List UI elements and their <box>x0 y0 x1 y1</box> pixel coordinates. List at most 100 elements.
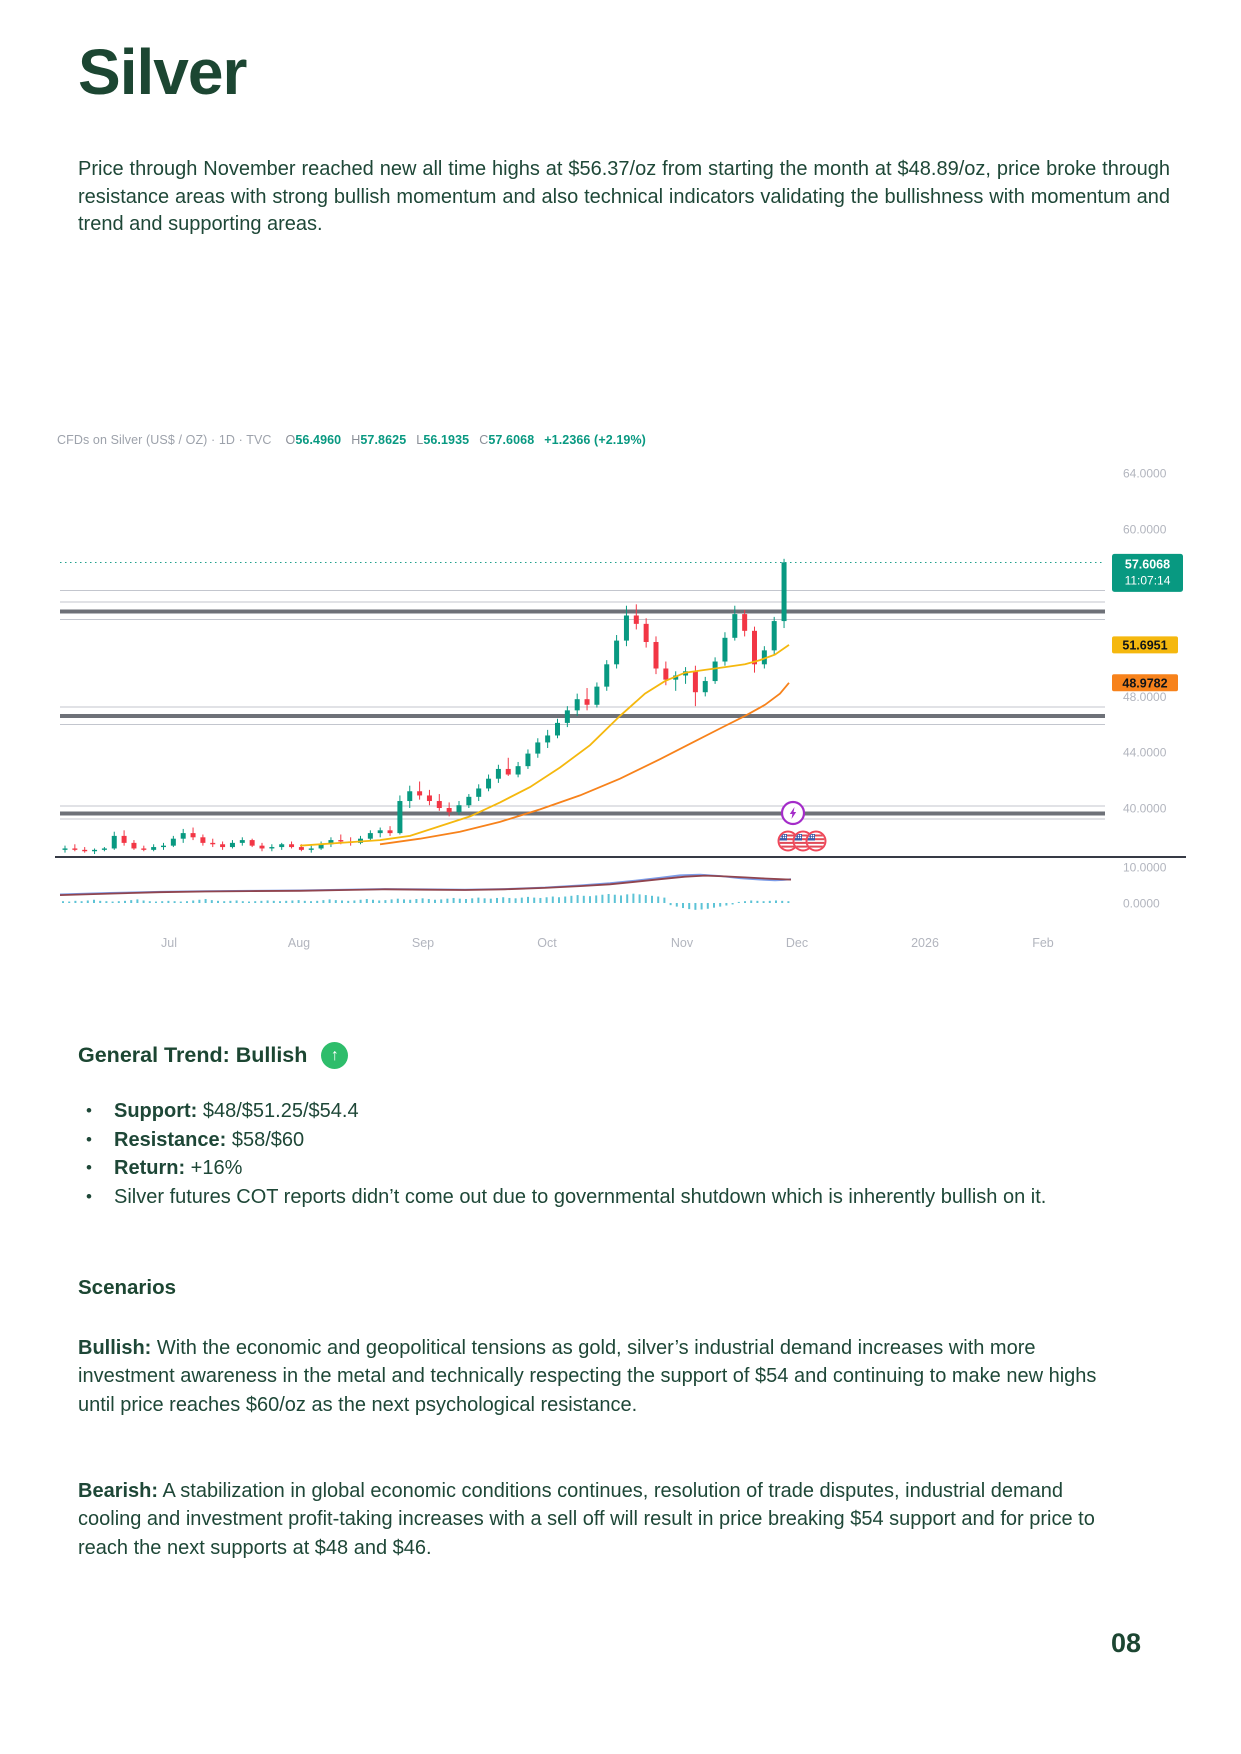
indicator-histogram-bar <box>93 899 95 903</box>
candle-body <box>535 742 541 754</box>
indicator-histogram-bar <box>694 903 697 910</box>
general-trend: General Trend: Bullish ↑ <box>78 1042 349 1069</box>
indicator-histogram-bar <box>235 900 238 903</box>
ma-slow-line <box>379 682 790 846</box>
indicator-histogram-bar <box>223 901 226 903</box>
list-item-support: Support: $48/$51.25/$54.4 <box>78 1097 1088 1126</box>
candle-body <box>545 735 551 743</box>
indicator-histogram-bar <box>291 900 294 903</box>
indicator-axis-label: 10.0000 <box>1123 861 1167 875</box>
candle-body <box>495 768 501 779</box>
price-axis-label: 64.0000 <box>1123 467 1167 481</box>
list-item-resistance: Resistance: $58/$60 <box>78 1126 1088 1155</box>
indicator-histogram-bar <box>787 901 790 903</box>
indicator-histogram-bar <box>105 901 108 903</box>
indicator-histogram-bar <box>582 895 585 903</box>
indicator-histogram-bar <box>192 900 195 903</box>
indicator-histogram-bar <box>458 898 461 903</box>
indicator-histogram-bar <box>737 901 740 903</box>
time-axis-label: Jul <box>161 936 177 950</box>
list-item-return: Return: +16% <box>78 1154 1088 1183</box>
indicator-histogram-bar <box>595 895 598 903</box>
candlestick-series <box>62 558 787 855</box>
indicator-histogram-bar <box>663 897 666 903</box>
indicator-histogram-bar <box>731 903 734 905</box>
indicator-histogram-bar <box>285 900 288 903</box>
candle-body <box>190 833 196 838</box>
resistance-value: $58/$60 <box>226 1128 305 1151</box>
candle-body <box>761 650 767 665</box>
indicator-histogram-bar <box>496 897 498 903</box>
chart-legend: CFDs on Silver (US$ / OZ) · 1D · TVC O56.… <box>57 433 646 447</box>
price-axis-label: 40.0000 <box>1123 802 1167 816</box>
indicator-histogram-bar <box>440 899 443 903</box>
indicator-histogram-bar <box>316 900 319 903</box>
chart-symbol-info[interactable]: CFDs on Silver (US$ / OZ) · 1D · TVC <box>57 433 272 447</box>
indicator-histogram-bar <box>142 900 145 903</box>
indicator-histogram-bar <box>359 899 362 903</box>
candle-body <box>781 562 787 622</box>
indicator-histogram-bar <box>68 901 71 903</box>
time-axis-label: Nov <box>671 936 694 950</box>
indicator-histogram-bar <box>626 894 629 903</box>
scenarios-heading: Scenarios <box>78 1276 176 1299</box>
candle-body <box>663 668 669 680</box>
indicator-histogram-bar <box>700 903 703 910</box>
indicator-histogram-bar <box>502 897 505 903</box>
intro-paragraph: Price through November reached new all t… <box>78 158 1170 235</box>
indicator-histogram-bar <box>644 895 647 903</box>
candle-body <box>121 835 127 843</box>
indicator-histogram-bar <box>489 898 492 903</box>
chart-canvas[interactable]: 64.0000 60.0000 48.0000 44.0000 40.0000 10.00… <box>55 425 1186 960</box>
indicator-histogram-bar <box>613 894 616 903</box>
general-trend-label: General Trend: Bullish <box>78 1043 308 1067</box>
indicator-histogram-bar <box>527 896 529 903</box>
indicator-histogram-bar <box>248 901 250 903</box>
candle-body <box>623 615 629 641</box>
indicator-histogram-bar <box>775 900 777 903</box>
return-value: +16% <box>185 1157 243 1180</box>
candle-body <box>486 778 492 789</box>
candle-body <box>239 840 245 843</box>
candle-body <box>564 710 570 723</box>
resistance-label: Resistance: <box>114 1128 227 1151</box>
indicator-histogram-bar <box>80 901 83 903</box>
indicator-histogram-bar <box>750 900 753 903</box>
indicator-histogram-bar <box>111 901 114 903</box>
indicator-histogram-bar <box>520 897 523 903</box>
bearish-text: A stabilization in global economic condi… <box>78 1480 1095 1559</box>
candle-body <box>574 699 580 711</box>
indicator-histogram-bar <box>719 903 722 907</box>
indicator-histogram-bar <box>669 903 672 906</box>
indicator-histogram-bar <box>390 899 393 903</box>
price-axis-label: 48.0000 <box>1123 690 1167 704</box>
candle-body <box>82 849 88 852</box>
indicator-histogram-bar <box>210 900 213 903</box>
price-axis-label: 60.0000 <box>1123 523 1167 537</box>
candle-body <box>141 848 147 850</box>
candle-body <box>712 661 718 682</box>
candle-body <box>476 788 482 797</box>
indicator-histogram-bar <box>74 900 77 903</box>
indicator-histogram-bar <box>254 901 257 903</box>
candle-body <box>397 801 403 834</box>
indicator-histogram-bar <box>204 899 207 903</box>
open-value: 56.4960 <box>295 433 342 447</box>
indicator-histogram-bar <box>396 898 399 903</box>
indicator-histogram-bar <box>682 903 684 909</box>
candle-body <box>584 699 590 705</box>
indicator-histogram-bar <box>179 901 182 903</box>
indicator-histogram-bar <box>688 903 691 910</box>
indicator-histogram-bar <box>322 900 325 903</box>
indicator-histogram-bar <box>415 899 418 903</box>
indicator-histogram-bar <box>266 900 269 903</box>
candle-body <box>161 845 166 848</box>
bullish-text: With the economic and geopolitical tensi… <box>78 1337 1097 1416</box>
indicator-histogram-bar <box>341 900 343 903</box>
indicator-histogram-bar <box>744 901 746 903</box>
indicator-histogram-bar <box>136 899 139 903</box>
candle-body <box>101 848 107 850</box>
ma-fast-line <box>299 644 790 847</box>
indicator-histogram-bar <box>607 894 610 903</box>
indicator-histogram-bar <box>539 897 542 903</box>
